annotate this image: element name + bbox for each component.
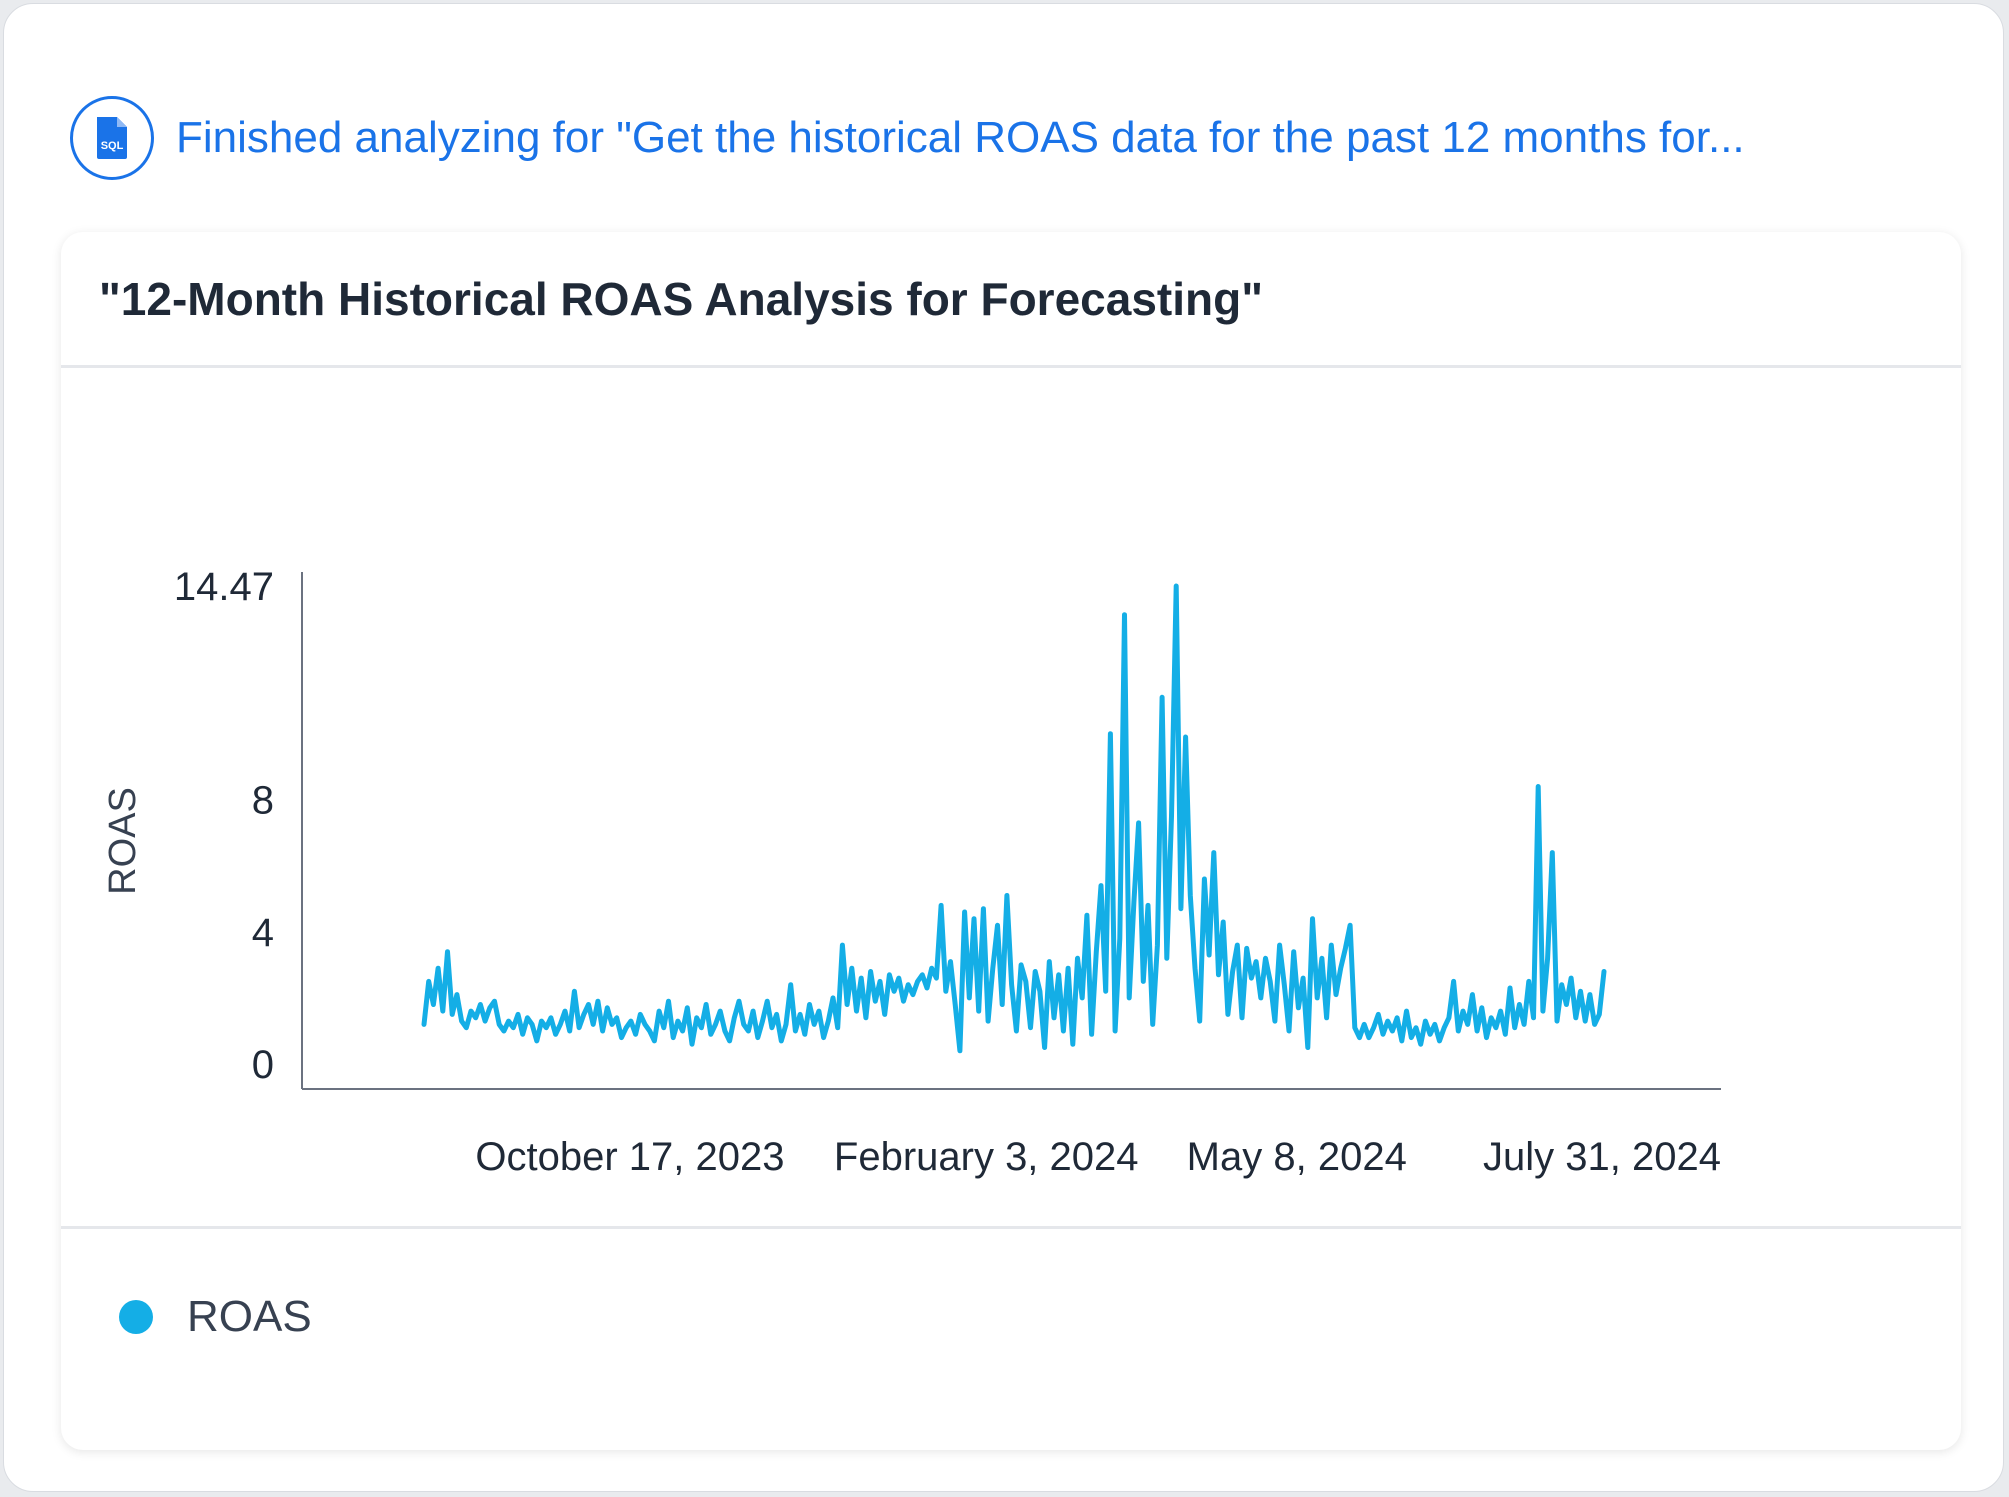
- x-tick-label: July 31, 2024: [1483, 1135, 1721, 1179]
- y-tick-label: 0: [252, 1043, 274, 1087]
- legend-label-roas: ROAS: [187, 1292, 312, 1341]
- x-tick-label: February 3, 2024: [834, 1135, 1139, 1179]
- legend-divider: [61, 1226, 1961, 1229]
- chart-title: "12-Month Historical ROAS Analysis for F…: [99, 273, 1264, 325]
- legend-swatch-roas: [119, 1300, 153, 1334]
- chart-card: "12-Month Historical ROAS Analysis for F…: [61, 232, 1961, 1450]
- sql-file-icon: SQL: [70, 96, 154, 180]
- y-tick-label: 4: [252, 911, 274, 955]
- roas-line-chart: ROAS 0 4 8 14.47 October 17, 2023 February 3…: [102, 565, 1721, 1179]
- title-divider: [61, 365, 1961, 368]
- svg-text:SQL: SQL: [101, 140, 124, 152]
- y-tick-label: 14.47: [174, 565, 274, 609]
- x-tick-label: October 17, 2023: [475, 1135, 784, 1179]
- legend: ROAS: [119, 1292, 312, 1342]
- y-axis-label: ROAS: [102, 787, 144, 895]
- y-tick-label: 8: [252, 779, 274, 823]
- analysis-status-text[interactable]: Finished analyzing for "Get the historic…: [176, 113, 1745, 162]
- x-tick-label: May 8, 2024: [1187, 1135, 1407, 1179]
- series-line-roas: [421, 583, 1607, 1054]
- analysis-status[interactable]: SQL Finished analyzing for "Get the hist…: [70, 96, 1745, 180]
- chat-panel: SQL Finished analyzing for "Get the hist…: [3, 3, 2004, 1492]
